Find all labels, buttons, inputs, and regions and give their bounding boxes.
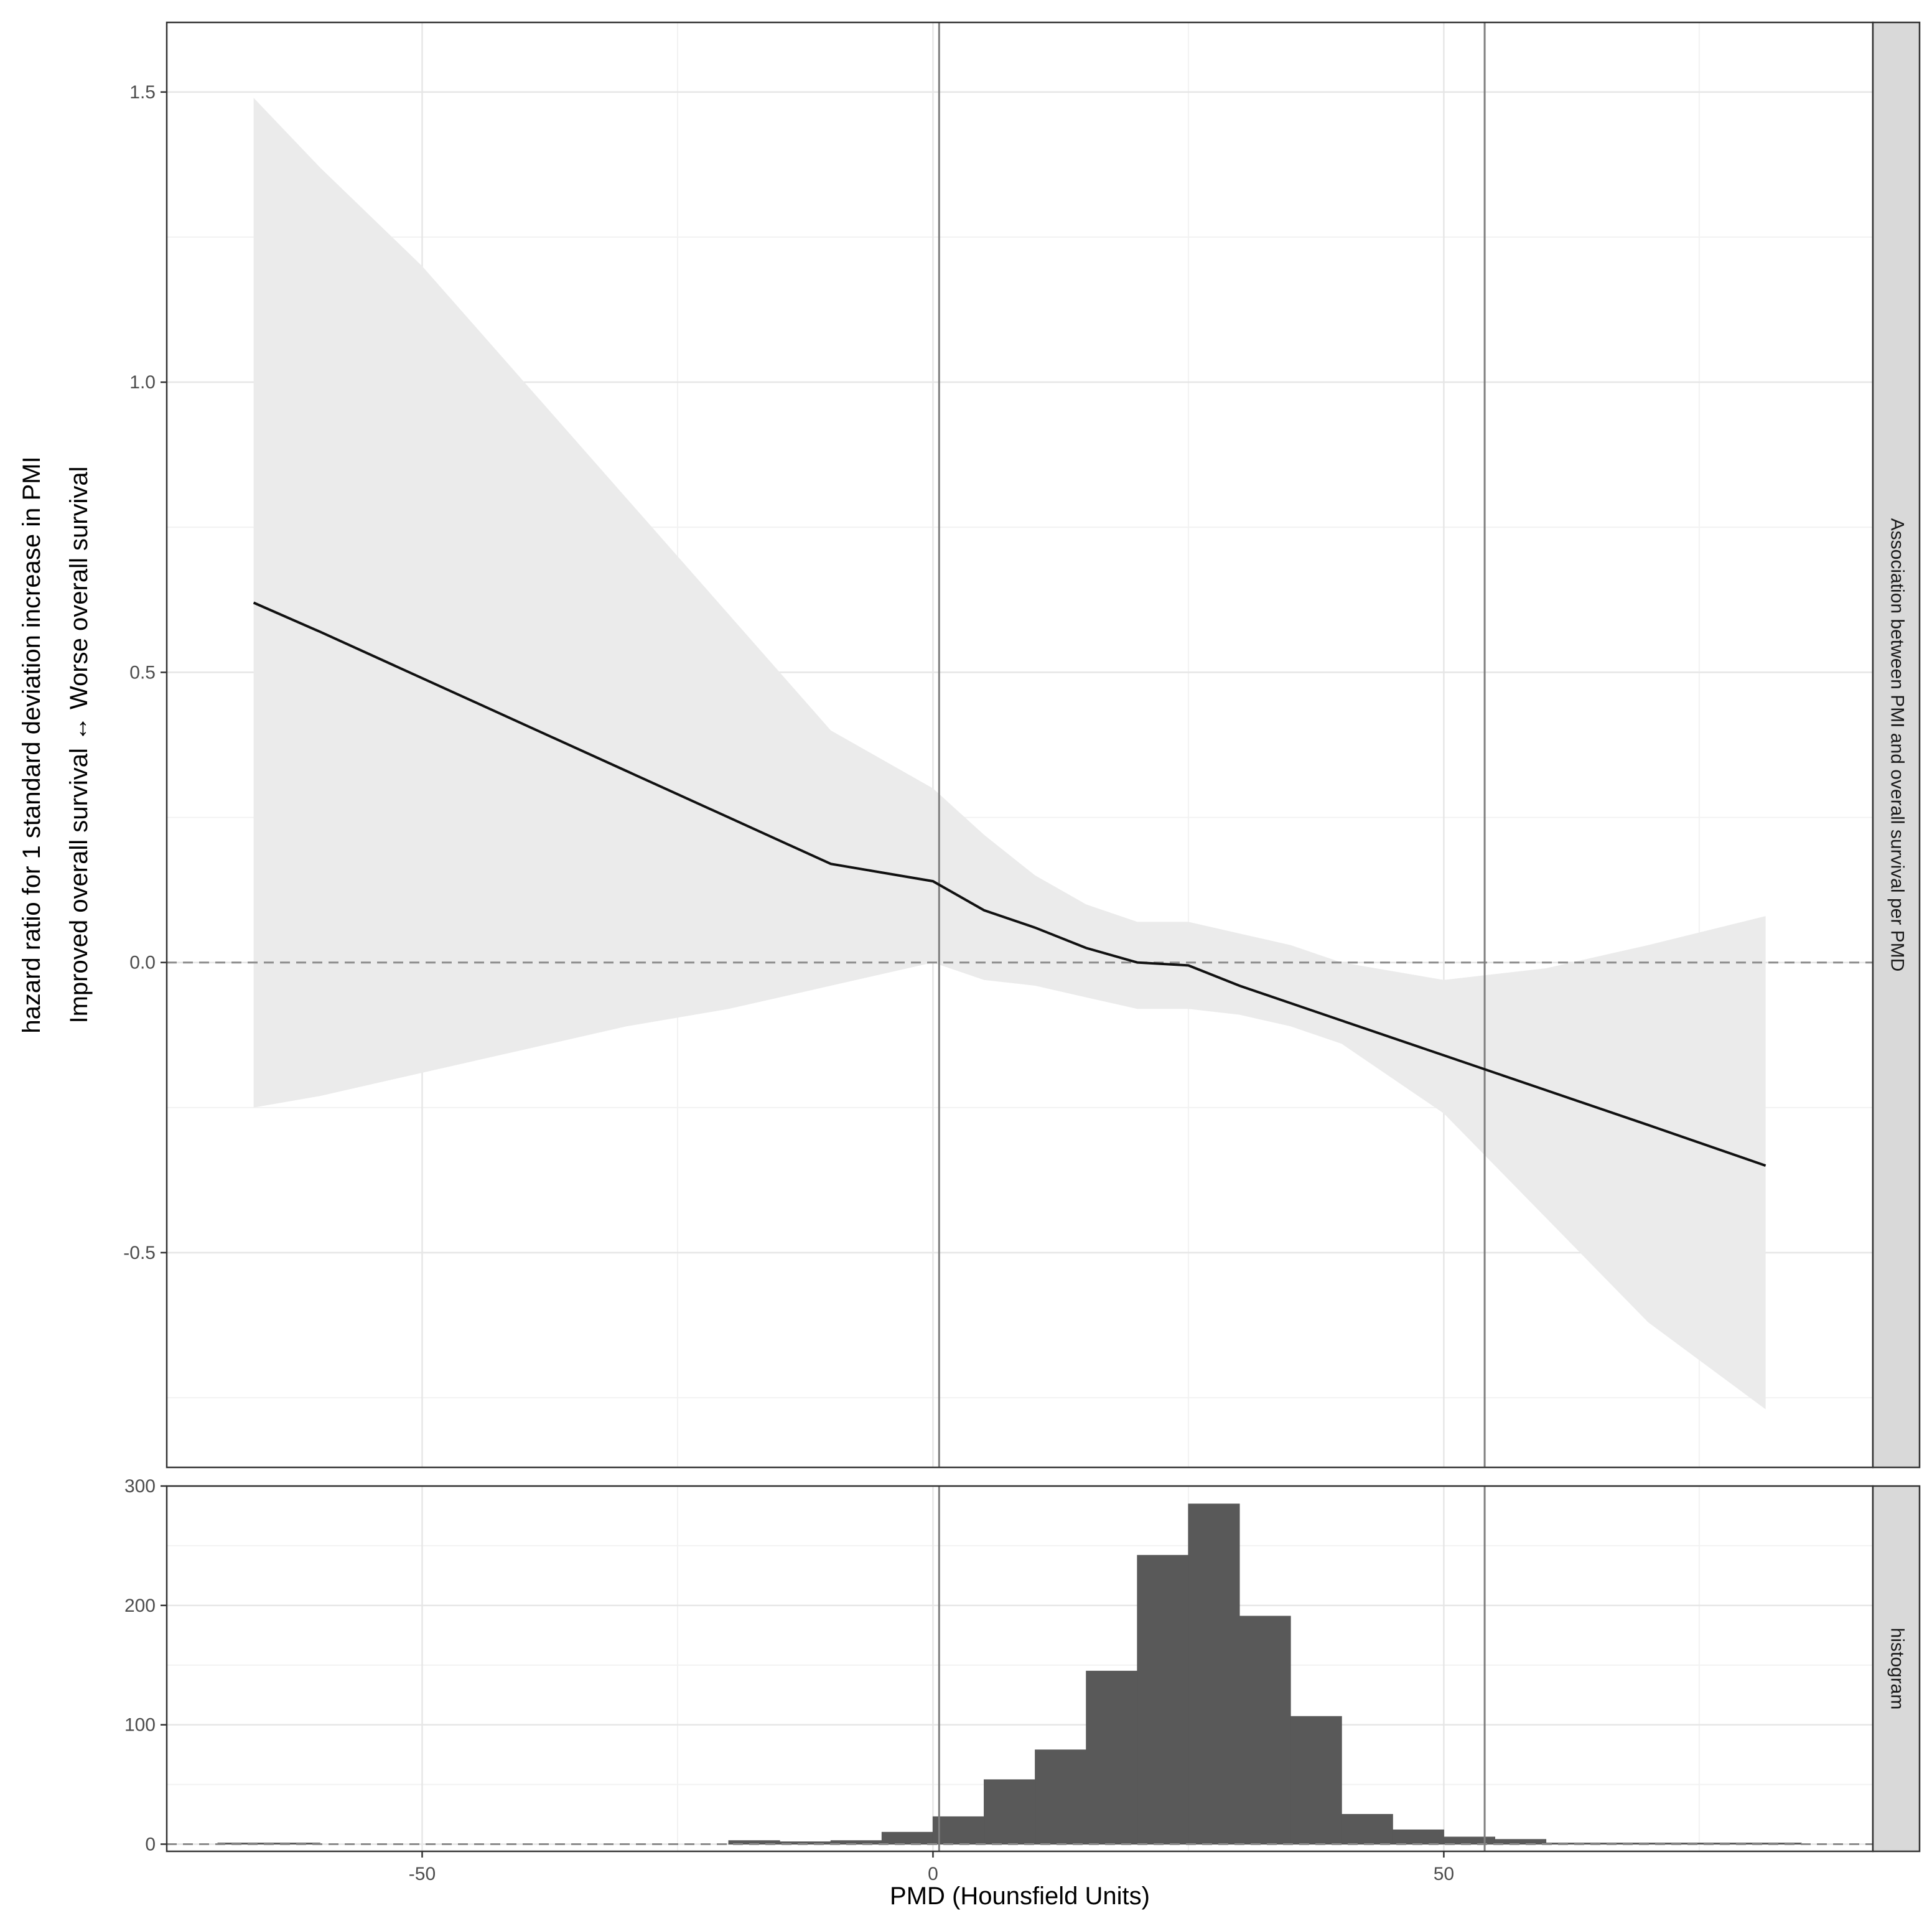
y-tick-label: 0.0	[129, 953, 156, 973]
histogram-bar	[1137, 1554, 1189, 1844]
histogram-bar	[1239, 1615, 1291, 1844]
histogram-strip: histogram	[1872, 1485, 1921, 1853]
histogram-bar	[1443, 1836, 1495, 1844]
y-tick-label: 300	[124, 1476, 156, 1497]
hazard-ratio-panel-label: Association between PMI and overall surv…	[1887, 518, 1908, 972]
x-axis: -50 0 50	[409, 1851, 1454, 1884]
histogram-bar	[1392, 1829, 1444, 1844]
histogram-bar	[1494, 1839, 1547, 1844]
histogram-bar	[1086, 1670, 1138, 1844]
histogram-bar	[268, 1843, 320, 1844]
histogram-bar	[932, 1816, 985, 1844]
y-tick-label: 0.5	[129, 662, 156, 683]
estimate-line	[253, 601, 1766, 1167]
histogram-bar	[1546, 1843, 1598, 1844]
y-tick-label: 100	[124, 1715, 156, 1736]
histogram-bar	[1188, 1503, 1240, 1844]
x-tick-label: 50	[1434, 1864, 1454, 1884]
histogram-panel: 0 100 200 300 -50 0 50 histogram	[124, 1476, 1921, 1884]
x-axis-title: PMD (Hounsfield Units)	[890, 1882, 1150, 1910]
histogram-bar	[1035, 1749, 1087, 1844]
y-tick-label: -0.5	[123, 1243, 156, 1263]
histogram-bar	[217, 1843, 269, 1844]
histogram-strip-background	[1872, 1485, 1921, 1853]
histogram-bars	[217, 1503, 1802, 1844]
histogram-vertical-lines	[938, 1486, 1486, 1851]
hazard-ratio-vertical-lines	[938, 22, 1486, 1467]
hazard-ratio-y-axis: -0.5 0.0 0.5 1.0 1.5	[123, 82, 167, 1263]
hazard-ratio-panel: -0.5 0.0 0.5 1.0 1.5 Association between PMI…	[123, 21, 1921, 1469]
histogram-panel-label: histogram	[1887, 1628, 1908, 1710]
confidence-band	[253, 98, 1766, 1409]
hazard-ratio-strip-background	[1872, 21, 1921, 1469]
x-tick-label: -50	[409, 1864, 436, 1884]
y-tick-label: 1.5	[129, 82, 156, 103]
x-tick-label: 0	[928, 1864, 938, 1884]
y-tick-label: 1.0	[129, 372, 156, 393]
histogram-bar	[881, 1831, 933, 1844]
y-axis-title-line-1: hazard ratio for 1 standard deviation in…	[18, 456, 45, 1033]
hazard-ratio-strip: Association between PMI and overall surv…	[1872, 21, 1921, 1469]
y-tick-label: 200	[124, 1596, 156, 1616]
y-tick-label: 0	[145, 1834, 156, 1854]
histogram-bar	[1290, 1716, 1342, 1844]
histogram-y-axis: 0 100 200 300	[124, 1476, 167, 1854]
histogram-bar	[1341, 1814, 1393, 1844]
y-axis-title-line-2: Improved overall survival ↔ Worse overal…	[65, 466, 93, 1023]
histogram-bar	[984, 1779, 1036, 1844]
